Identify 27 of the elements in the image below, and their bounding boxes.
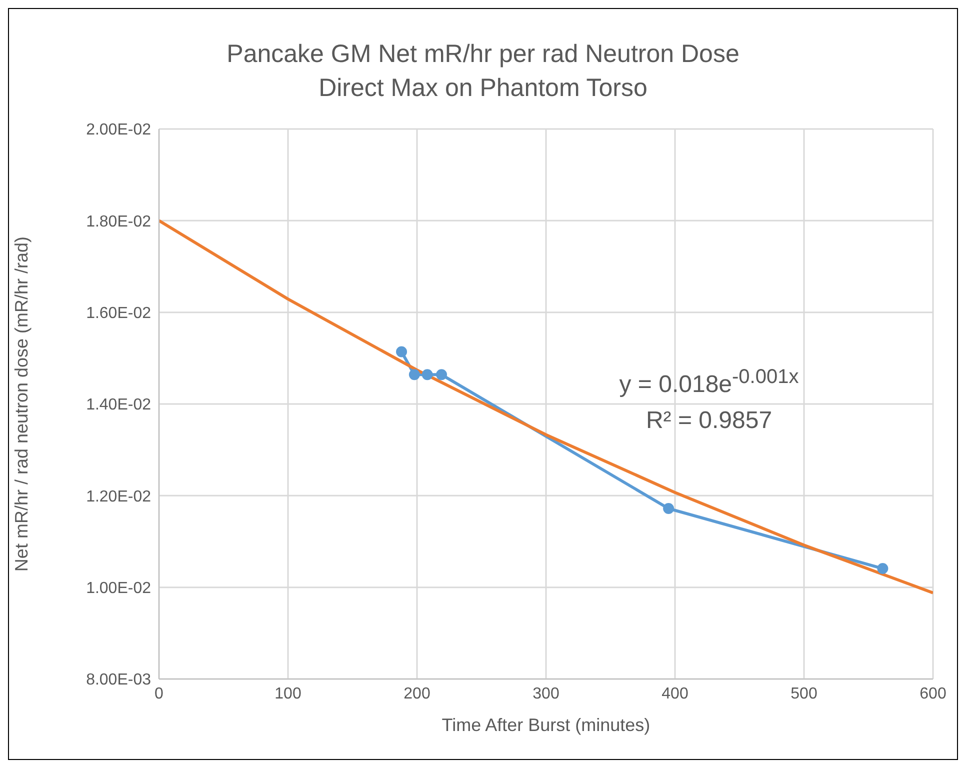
point xyxy=(877,563,888,574)
y-tick-label: 8.00E-03 xyxy=(86,672,152,689)
annotation: R² = 0.9857 xyxy=(644,406,774,436)
chart-subtitle: Direct Max on Phantom Torso xyxy=(318,73,648,104)
point xyxy=(408,369,420,380)
y-tick-label: 1.60E-02 xyxy=(86,305,152,322)
x-tick-label: 600 xyxy=(920,685,946,702)
y-tick-label: 1.20E-02 xyxy=(86,488,152,506)
x-tick-label: 300 xyxy=(532,685,560,702)
point xyxy=(436,369,448,380)
x-tick-label: 400 xyxy=(662,685,688,702)
y-axis-title: Net mR/hr / rad neutron dose (mR/hr /rad) xyxy=(11,236,32,572)
x-tick-label: 200 xyxy=(404,685,430,702)
x-tick-label: 100 xyxy=(274,685,302,702)
point xyxy=(396,346,408,358)
point xyxy=(663,503,674,514)
line-series xyxy=(159,219,933,594)
x-tick-label: 500 xyxy=(790,685,818,702)
point xyxy=(422,369,433,380)
y-tick-label: 2.00E-02 xyxy=(86,122,152,139)
y-tick-label: 1.00E-02 xyxy=(86,580,152,598)
x-tick-label: 0 xyxy=(154,685,164,702)
chart-title: Pancake GM Net mR/hr per rad Neutron Dose xyxy=(226,39,740,70)
y-tick-label: 1.80E-02 xyxy=(86,213,152,230)
x-axis-title: Time After Burst (minutes) xyxy=(442,715,650,735)
annotation: y = 0.018e$^{-0.001x}$ xyxy=(618,365,800,400)
y-tick-label: 1.40E-02 xyxy=(86,396,152,414)
